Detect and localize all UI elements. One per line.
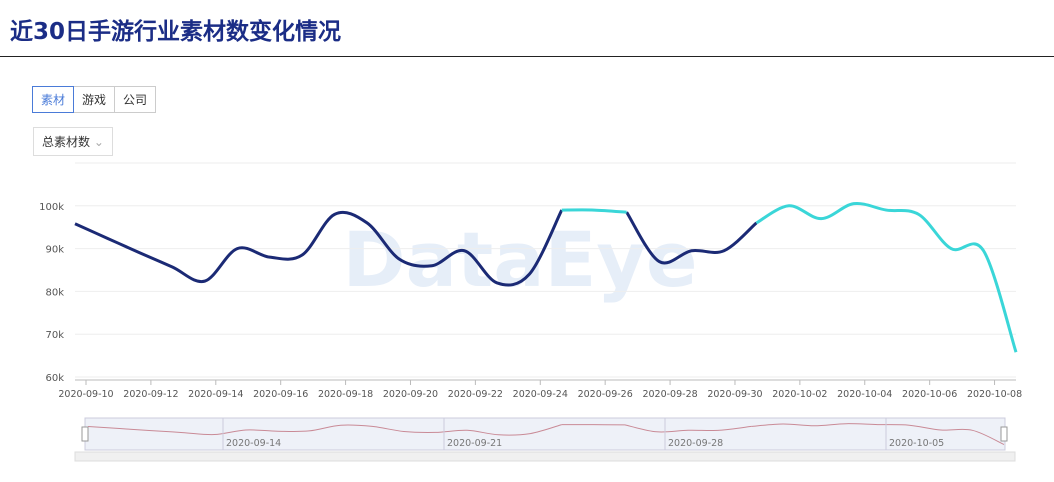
slider-label: 2020-09-28 <box>668 438 723 449</box>
slider-handle[interactable] <box>81 426 89 442</box>
x-tick-label: 2020-09-20 <box>383 389 438 400</box>
series-line <box>74 209 758 287</box>
y-tick-label: 100k <box>39 202 64 213</box>
x-tick-label: 2020-09-12 <box>123 389 178 400</box>
slider-label: 2020-09-21 <box>447 438 502 449</box>
slider-label: 2020-10-05 <box>889 438 944 449</box>
scrollbar[interactable] <box>74 451 1016 462</box>
y-tick-label: 90k <box>45 245 64 256</box>
x-tick-label: 2020-09-22 <box>448 389 503 400</box>
slider-handle[interactable] <box>1000 426 1008 442</box>
page-title: 近30日手游行业素材数变化情况 <box>10 19 342 45</box>
y-tick-label: 60k <box>45 373 64 384</box>
x-tick-label: 2020-09-10 <box>58 389 113 400</box>
x-tick-label: 2020-09-30 <box>707 389 762 400</box>
dropdown[interactable]: 总素材数 ⌄ <box>33 127 113 156</box>
tab-bar: 素材 游戏 公司 <box>32 86 157 113</box>
y-tick-label: 70k <box>45 330 64 341</box>
x-tick-label: 2020-10-04 <box>837 389 892 400</box>
y-tick-label: 80k <box>45 287 64 298</box>
dropdown-label: 总素材数 <box>42 135 91 149</box>
tab[interactable]: 素材 <box>32 86 75 113</box>
x-tick-label: 2020-09-18 <box>318 389 373 400</box>
watermark: DataEye <box>343 215 698 304</box>
divider <box>0 56 1054 57</box>
x-tick-label: 2020-09-16 <box>253 389 308 400</box>
slider-label: 2020-09-14 <box>226 438 281 449</box>
zoom-slider[interactable] <box>84 417 1006 451</box>
overview-line <box>87 424 752 436</box>
x-tick-label: 2020-09-24 <box>513 389 568 400</box>
series-line <box>561 201 1018 353</box>
x-tick-label: 2020-09-14 <box>188 389 243 400</box>
overview-line <box>561 423 1005 445</box>
tab[interactable]: 公司 <box>114 86 157 113</box>
x-tick-label: 2020-10-02 <box>772 389 827 400</box>
x-tick-label: 2020-09-26 <box>578 389 633 400</box>
x-tick-label: 2020-10-08 <box>967 389 1022 400</box>
x-tick-label: 2020-10-06 <box>902 389 957 400</box>
tab[interactable]: 游戏 <box>73 86 116 113</box>
x-tick-label: 2020-09-28 <box>642 389 697 400</box>
